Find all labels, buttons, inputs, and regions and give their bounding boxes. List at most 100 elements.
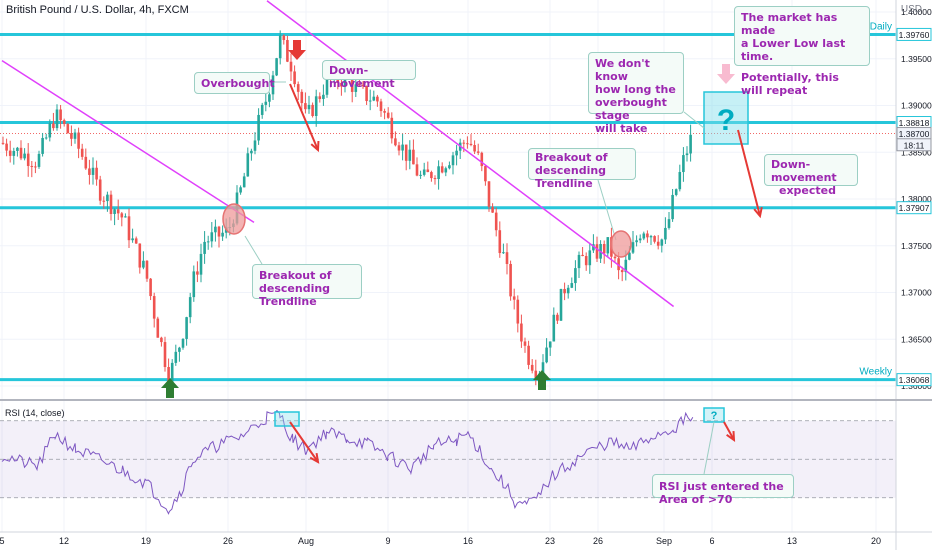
candle-body xyxy=(530,364,534,371)
candle-body xyxy=(631,242,635,253)
candle-body xyxy=(293,71,296,85)
candle-body xyxy=(134,238,138,244)
expected-down-arrow-shaft xyxy=(737,129,761,217)
candle-body xyxy=(149,278,152,297)
rsi-down-arrow-shaft xyxy=(289,421,319,463)
candle-body xyxy=(55,109,59,129)
candle-body xyxy=(451,155,455,166)
price-tick-label: 1.38000 xyxy=(901,194,932,204)
rsi-down-arrow-head xyxy=(309,452,320,464)
future-top-arrow xyxy=(717,64,735,84)
candle-body xyxy=(152,296,156,319)
candle-body xyxy=(386,112,390,118)
down-movement-arrow xyxy=(289,83,320,153)
candle-body xyxy=(520,323,523,342)
down-movement-note: Down-movement xyxy=(322,60,416,90)
candle-body xyxy=(167,367,170,384)
rsi-expected-arrow xyxy=(723,421,736,443)
candle-body xyxy=(8,150,12,156)
breakout-circle-2 xyxy=(610,230,632,258)
price-label: 18:11 xyxy=(904,140,925,150)
candle-body xyxy=(433,178,437,180)
candle-body xyxy=(95,167,98,180)
candle-body xyxy=(264,101,268,105)
rsi-note-connector xyxy=(703,421,715,475)
candle-body xyxy=(239,187,242,193)
candle-body xyxy=(552,314,556,342)
price-label-box xyxy=(896,201,932,215)
candle-body xyxy=(379,101,383,112)
candle-body xyxy=(469,143,473,146)
candle-body xyxy=(300,91,304,104)
down-movement-arrow-head xyxy=(310,140,320,153)
candle-body xyxy=(278,35,282,59)
candle-body xyxy=(260,104,264,115)
candle-body xyxy=(404,144,408,161)
candle-body xyxy=(199,253,203,275)
candle-body xyxy=(653,236,656,242)
overbought-duration-note: We don't know how long the overbought sta… xyxy=(588,52,684,135)
candle-body xyxy=(678,172,682,190)
candle-body xyxy=(656,241,660,246)
candle-body xyxy=(170,362,174,384)
candle-body xyxy=(242,176,246,188)
candle-body xyxy=(178,347,181,352)
candle-body xyxy=(354,84,358,92)
candle-body xyxy=(491,206,494,213)
descending-trendline xyxy=(266,0,675,308)
candle-body xyxy=(617,258,620,271)
candle-body xyxy=(444,168,448,173)
candle-body xyxy=(448,165,451,169)
weekly-tag: Weekly xyxy=(859,367,892,378)
candle-body xyxy=(509,263,512,297)
candle-body xyxy=(502,252,505,254)
candle-body xyxy=(516,299,520,324)
question-mark: ? xyxy=(717,104,735,137)
candle-body xyxy=(620,270,624,273)
candle-body xyxy=(350,77,354,92)
expected-down-arrow xyxy=(737,129,763,219)
candle-body xyxy=(34,166,37,168)
candle-body xyxy=(109,194,113,214)
rsi-pane: RSI (14, close)60.0040.0020.0071.78 xyxy=(0,408,931,522)
candle-body xyxy=(217,226,221,237)
overbought-note: Overbought xyxy=(194,72,275,94)
candle-body xyxy=(642,233,646,239)
candle-body xyxy=(246,153,250,177)
candle-body xyxy=(624,259,628,273)
candle-body xyxy=(674,189,678,195)
lower-low-note: The market has made a Lower Low last time… xyxy=(734,6,870,97)
candle-body xyxy=(667,219,671,228)
candle-body xyxy=(545,347,548,363)
candle-body xyxy=(203,241,206,254)
symbol-title[interactable]: British Pound / U.S. Dollar, 4h, FXCM xyxy=(6,4,189,16)
candle-body xyxy=(523,341,527,346)
candle-body xyxy=(476,151,480,153)
candle-body xyxy=(314,96,318,116)
candle-body xyxy=(196,271,199,275)
time-tick-label: 5 xyxy=(0,536,5,546)
candle-body xyxy=(559,288,563,321)
candle-body xyxy=(466,143,469,145)
time-tick-label: 16 xyxy=(463,536,473,546)
price-tick-label: 1.38500 xyxy=(901,147,932,157)
candle-body xyxy=(430,172,433,179)
candle-body xyxy=(271,75,275,95)
expected-down-arrow-head xyxy=(753,206,763,219)
candle-body xyxy=(98,179,102,201)
candle-body xyxy=(44,137,48,139)
candle-body xyxy=(376,96,379,102)
candle-body xyxy=(635,240,638,243)
candle-body xyxy=(181,338,185,348)
candle-body xyxy=(534,370,538,379)
price-label: 1.36068 xyxy=(899,375,930,385)
candle-body xyxy=(286,40,289,62)
candle-body xyxy=(581,254,584,257)
candle-body xyxy=(437,166,440,180)
candle-body xyxy=(394,138,397,146)
candle-body xyxy=(480,152,484,167)
candle-body xyxy=(120,213,124,218)
price-tick-label: 1.36500 xyxy=(901,334,932,344)
candle-body xyxy=(102,200,106,202)
down-movement-arrow-shaft xyxy=(289,83,319,151)
